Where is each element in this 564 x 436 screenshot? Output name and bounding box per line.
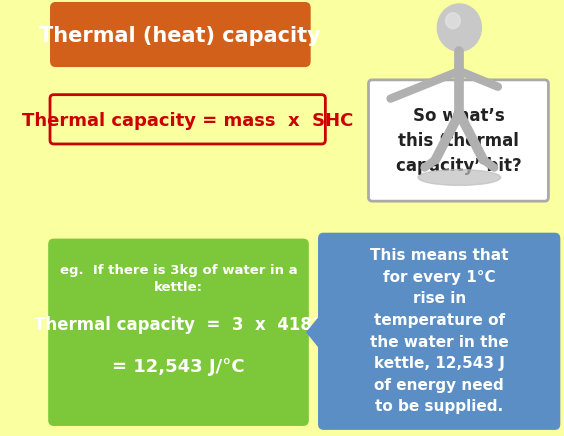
FancyBboxPatch shape (368, 80, 548, 201)
FancyBboxPatch shape (50, 2, 311, 67)
Text: This means that
for every 1°C
rise in
temperature of
the water in the
kettle, 12: This means that for every 1°C rise in te… (370, 248, 509, 414)
FancyBboxPatch shape (318, 233, 560, 430)
Text: Thermal capacity = mass  x  SHC: Thermal capacity = mass x SHC (22, 112, 354, 130)
Text: eg.  If there is 3kg of water in a: eg. If there is 3kg of water in a (60, 264, 297, 277)
FancyBboxPatch shape (48, 238, 309, 426)
Text: So what’s
this ‘thermal
capacity’ bit?: So what’s this ‘thermal capacity’ bit? (395, 107, 521, 175)
FancyArrow shape (306, 289, 341, 376)
FancyBboxPatch shape (50, 95, 325, 144)
Ellipse shape (418, 170, 501, 185)
Text: kettle:: kettle: (154, 281, 203, 294)
Text: Thermal capacity  =  3  x  4181: Thermal capacity = 3 x 4181 (34, 317, 323, 334)
Circle shape (437, 4, 482, 51)
Text: = 12,543 J/°C: = 12,543 J/°C (112, 358, 245, 376)
Circle shape (446, 13, 460, 29)
Text: fotcom: fotcom (524, 415, 553, 424)
Text: Thermal (heat) capacity: Thermal (heat) capacity (39, 27, 321, 47)
